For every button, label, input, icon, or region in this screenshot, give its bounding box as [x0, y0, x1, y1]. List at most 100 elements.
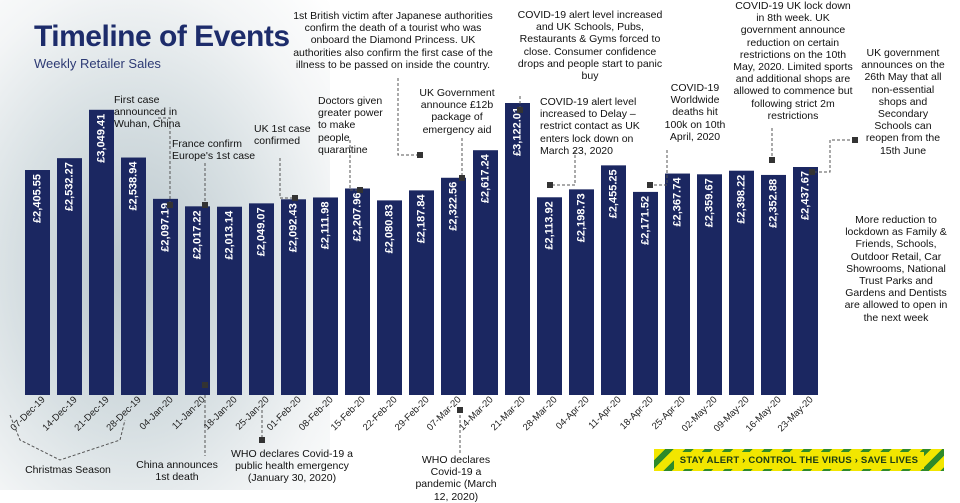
annotation-marker	[809, 169, 815, 175]
annotation-marker	[202, 202, 208, 208]
bar-value-label: £2,405.55	[31, 174, 43, 223]
bar-21-Dec-19	[89, 109, 114, 396]
bar-value-label: £2,113.92	[543, 201, 555, 249]
bar-value-label: £2,049.07	[255, 207, 267, 256]
annotation-who-emergency: WHO declares Covid-19 a public health em…	[231, 448, 353, 485]
annotation-alert-delay: COVID-19 alert level increased to Delay …	[540, 96, 640, 157]
bar-value-label: £3,049.41	[95, 114, 107, 163]
bar-11-Jan-20	[185, 206, 210, 395]
bar-value-label: £2,398.22	[735, 175, 747, 224]
stay-alert-text: STAY ALERT › CONTROL THE VIRUS › SAVE LI…	[673, 451, 925, 469]
bar-28-Dec-19	[121, 157, 146, 395]
annotation-alert-increased: COVID-19 alert level increased and UK Sc…	[517, 9, 663, 83]
x-tick-label: 04-Jan-20	[138, 394, 176, 432]
annotation-china-death: China announces 1st death	[136, 459, 218, 484]
bar-25-Jan-20	[249, 203, 274, 395]
annotation-marker	[459, 175, 465, 181]
bar-02-May-20	[697, 174, 722, 395]
bar-chart: £2,405.5507-Dec-19£2,532.2714-Dec-19£3,0…	[8, 78, 858, 461]
annotation-marker	[547, 182, 553, 188]
bar-value-label: £2,617.24	[479, 153, 491, 203]
annotation-worldwide-deaths: COVID-19 Worldwide deaths hit 100k on 10…	[664, 82, 726, 143]
bar-value-label: £2,080.83	[383, 204, 395, 253]
annotation-marker	[417, 152, 423, 158]
annotation-connector	[397, 78, 420, 156]
bar-07-Mar-20	[441, 177, 466, 395]
bar-29-Feb-20	[409, 190, 434, 395]
bar-value-label: £2,359.67	[703, 178, 715, 227]
bar-value-label: £2,092.43	[287, 203, 299, 252]
bar-value-label: £2,013.14	[223, 210, 235, 260]
bar-09-May-20	[729, 170, 754, 395]
annotation-connector	[349, 140, 360, 191]
bar-18-Apr-20	[633, 191, 658, 395]
chart-subtitle: Weekly Retailer Sales	[34, 56, 161, 71]
bar-18-Jan-20	[217, 206, 242, 395]
bar-value-label: £2,532.27	[63, 162, 75, 211]
annotation-marker	[167, 202, 173, 208]
x-tick-label: 28-Mar-20	[521, 394, 560, 433]
bar-07-Dec-19	[25, 170, 50, 395]
bar-value-label: £2,207.96	[351, 192, 363, 241]
chart-title: Timeline of Events	[34, 20, 290, 53]
annotation-doctors-power: Doctors given greater power to make peop…	[318, 95, 383, 156]
annotation-connector	[650, 150, 668, 186]
x-tick-label: 04-Apr-20	[554, 394, 592, 432]
bar-value-label: £3,122.01	[511, 107, 523, 156]
annotation-shops-reopen: UK government announces on the 26th May …	[861, 47, 945, 157]
x-tick-label: 18-Apr-20	[618, 394, 656, 432]
annotation-uk-case: UK 1st case confirmed	[254, 123, 311, 148]
bar-08-Feb-20	[313, 197, 338, 395]
bar-15-Feb-20	[345, 188, 370, 395]
bar-value-label: £2,322.56	[447, 182, 459, 231]
bar-21-Mar-20	[505, 103, 530, 395]
bar-01-Feb-20	[281, 199, 306, 395]
bar-value-label: £2,352.88	[767, 179, 779, 228]
x-tick-label: 28-Dec-19	[104, 394, 143, 433]
stay-alert-banner: STAY ALERT › CONTROL THE VIRUS › SAVE LI…	[654, 449, 944, 471]
bar-value-label: £2,111.98	[319, 201, 331, 249]
x-tick-label: 18-Jan-20	[202, 394, 240, 432]
bar-value-label: £2,017.22	[191, 210, 203, 259]
bar-11-Apr-20	[601, 165, 626, 395]
annotation-lockdown-reduction: More reduction to lockdown as Family & F…	[844, 214, 948, 324]
annotation-connector	[550, 150, 576, 186]
annotation-marker	[202, 382, 208, 388]
bar-14-Mar-20	[473, 150, 498, 395]
bar-value-label: £2,198.73	[575, 193, 587, 242]
annotation-connector	[279, 158, 295, 199]
annotation-france: France confirm Europe's 1st case	[172, 138, 256, 163]
bar-value-label: £2,367.74	[671, 177, 683, 227]
bar-04-Apr-20	[569, 189, 594, 395]
annotation-connector	[158, 117, 171, 205]
annotation-marker	[259, 437, 265, 443]
bar-value-label: £2,538.94	[127, 161, 139, 211]
annotation-christmas: Christmas Season	[25, 464, 111, 476]
annotation-marker	[292, 195, 298, 201]
bar-value-label: £2,171.52	[639, 196, 651, 245]
annotation-marker	[852, 137, 858, 143]
annotation-marker	[457, 407, 463, 413]
bar-04-Jan-20	[153, 198, 178, 395]
bar-23-May-20	[793, 167, 818, 395]
annotation-marker	[357, 187, 363, 193]
x-tick-label: 11-Apr-20	[586, 394, 623, 431]
annotation-connector	[9, 414, 126, 461]
bar-25-Apr-20	[665, 173, 690, 395]
bar-22-Feb-20	[377, 200, 402, 395]
annotation-first-case: First case announced in Wuhan, China	[114, 94, 181, 131]
bar-value-label: £2,455.25	[607, 169, 619, 218]
bar-value-label: £2,187.84	[415, 193, 427, 243]
annotation-who-pandemic: WHO declares Covid-19 a pandemic (March …	[415, 454, 497, 503]
annotation-lockdown-8th-week: COVID-19 UK lock down in 8th week. UK go…	[733, 0, 853, 122]
bar-14-Dec-19	[57, 158, 82, 395]
annotation-connector	[812, 139, 855, 173]
bar-value-label: £2,097.19	[159, 203, 171, 252]
annotation-british-victim: 1st British victim after Japanese author…	[293, 10, 493, 71]
annotation-uk-package: UK Government announce £12b package of e…	[419, 87, 495, 136]
bar-16-May-20	[761, 174, 786, 395]
bar-28-Mar-20	[537, 197, 562, 395]
annotation-marker	[647, 182, 653, 188]
annotation-marker	[769, 157, 775, 163]
bar-value-label: £2,437.67	[799, 171, 811, 220]
